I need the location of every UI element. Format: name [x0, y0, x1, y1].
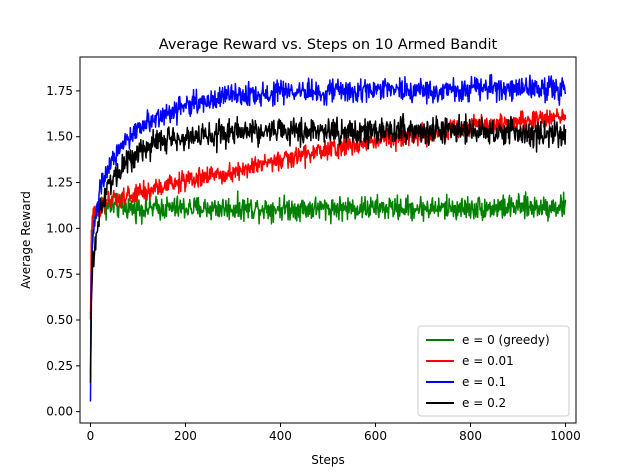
y-axis-ticks: 0.00 0.25 0.50 0.75 1.00 1.25 1.50 1.75: [46, 84, 80, 419]
legend-box: [417, 325, 570, 417]
legend-label: e = 0.1: [462, 375, 506, 389]
y-tick-label: 1.50: [46, 130, 73, 144]
chart-title: Average Reward vs. Steps on 10 Armed Ban…: [159, 37, 498, 53]
y-tick-label: 0.25: [46, 359, 73, 373]
x-tick-label: 0: [87, 429, 95, 443]
y-tick-label: 0.00: [46, 405, 73, 419]
x-axis-ticks: 0 200 400 600 800 1000: [87, 423, 581, 443]
series-line-e-0-01: [89, 108, 567, 320]
x-tick-label: 200: [174, 429, 197, 443]
y-tick-label: 1.25: [46, 176, 73, 190]
legend: e = 0 (greedy) e = 0.01 e = 0.1 e = 0.2: [417, 325, 570, 417]
x-tick-label: 1000: [550, 429, 581, 443]
series-lines: [89, 73, 567, 402]
y-tick-label: 1.00: [46, 221, 73, 235]
plot-frame: [79, 56, 577, 424]
series-line-e-0-1: [89, 73, 567, 402]
legend-label: e = 0 (greedy): [462, 333, 550, 347]
x-tick-label: 600: [364, 429, 387, 443]
x-tick-label: 400: [269, 429, 292, 443]
series-line-e-0-greedy: [89, 190, 567, 375]
y-axis-title: Average Reward: [19, 191, 33, 289]
x-axis-title: Steps: [311, 453, 345, 467]
series-line-e-0-2: [89, 112, 567, 383]
x-tick-label: 800: [459, 429, 482, 443]
legend-label: e = 0.2: [462, 396, 506, 410]
y-tick-label: 0.75: [46, 267, 73, 281]
y-tick-label: 1.75: [46, 84, 73, 98]
legend-label: e = 0.01: [462, 354, 514, 368]
y-tick-label: 0.50: [46, 313, 73, 327]
